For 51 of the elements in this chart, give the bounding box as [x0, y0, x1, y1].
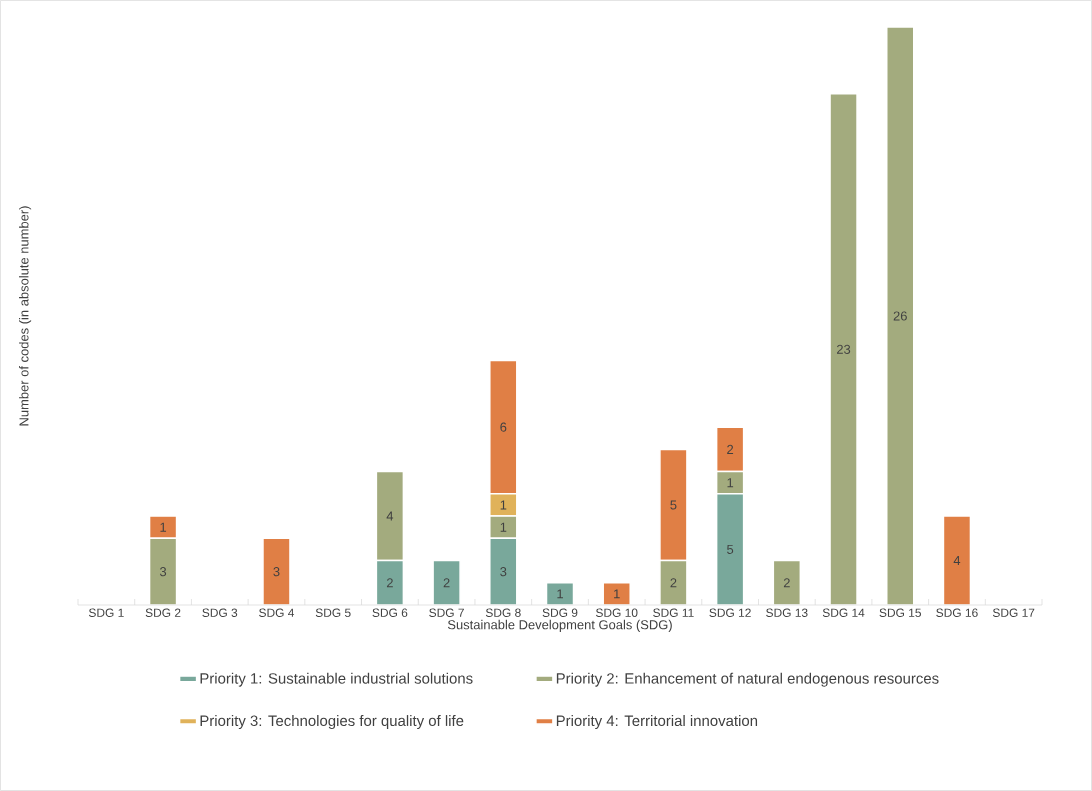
legend-label: Priority 3: Technologies for quality of life [200, 715, 464, 729]
y-axis-title: Number of codes (in absolute number) [19, 206, 32, 426]
data-label: 4 [386, 511, 394, 521]
x-tick-label: SDG 1 [88, 608, 124, 617]
x-tick-label: SDG 7 [429, 608, 464, 617]
data-label: 2 [443, 578, 450, 588]
legend-label: Priority 4: Territorial innovation [556, 715, 758, 729]
data-label: 3 [159, 567, 167, 577]
data-label: 3 [500, 567, 507, 577]
data-label: 1 [557, 589, 563, 599]
x-tick-label: SDG 5 [315, 608, 351, 617]
x-tick-label: SDG 15 [879, 608, 921, 617]
x-tick-label: SDG 17 [992, 608, 1035, 617]
bar [942, 515, 972, 606]
x-tick-label: SDG 6 [372, 608, 408, 617]
data-label: 2 [670, 578, 677, 588]
data-label: 5 [670, 500, 677, 510]
bar [829, 92, 858, 606]
bar [886, 26, 915, 606]
legend-label: Priority 1: Sustainable industrial solutions [200, 672, 473, 687]
data-label: 2 [727, 444, 734, 454]
data-label: 2 [783, 578, 790, 588]
x-tick-label: SDG 13 [766, 608, 808, 617]
x-tick-label: SDG 12 [709, 608, 751, 617]
x-tick-label: SDG 8 [485, 608, 521, 617]
x-tick-label: SDG 3 [202, 608, 238, 617]
data-label: 6 [500, 422, 507, 432]
bar [432, 559, 461, 606]
data-label: 1 [727, 478, 734, 488]
data-label: 23 [836, 344, 851, 354]
bar [262, 537, 291, 606]
x-tick-label: SDG 2 [145, 608, 181, 617]
x-tick-label: SDG 16 [936, 608, 978, 617]
data-label: 26 [893, 311, 907, 321]
bar [772, 559, 802, 606]
legend-label: Priority 2: Enhancement of natural endogenous resources [556, 672, 939, 687]
data-label: 1 [614, 589, 620, 599]
x-tick-label: SDG 11 [653, 608, 694, 617]
x-tick-label: SDG 4 [259, 608, 295, 617]
x-axis-title: Sustainable Development Goals (SDG) [447, 619, 672, 632]
data-label: 4 [953, 556, 961, 565]
data-label: 1 [500, 500, 507, 510]
data-label: 5 [727, 544, 734, 554]
x-tick-label: SDG 14 [822, 608, 865, 617]
bar [602, 582, 631, 606]
data-label: 1 [500, 522, 507, 532]
x-tick-label: SDG 9 [542, 608, 578, 617]
data-label: 3 [273, 567, 280, 577]
x-tick-label: SDG 10 [596, 608, 638, 617]
data-label: 2 [386, 578, 393, 588]
data-label: 1 [160, 522, 167, 532]
